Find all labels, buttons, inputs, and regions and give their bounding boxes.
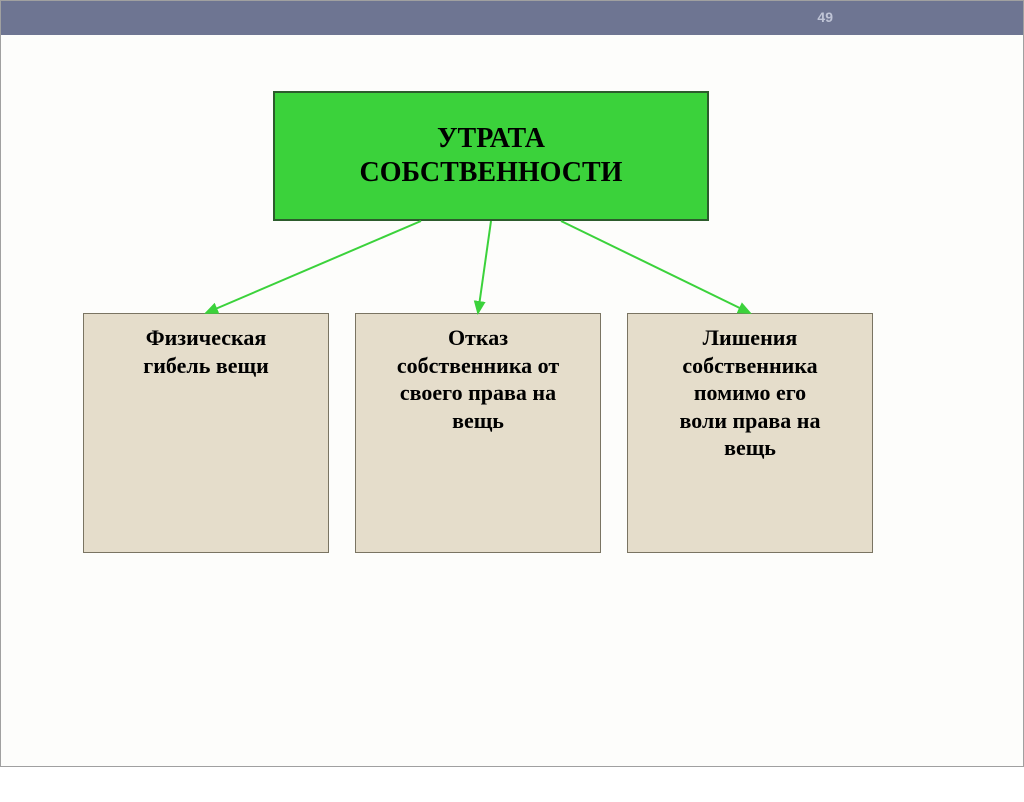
arrow-3 xyxy=(561,221,750,313)
arrow-2 xyxy=(478,221,491,313)
child-node-2: Отказ собственника от своего права на ве… xyxy=(355,313,601,553)
child-node-1: Физическая гибель вещи xyxy=(83,313,329,553)
root-node: УТРАТА СОБСТВЕННОСТИ xyxy=(273,91,709,221)
header-bar xyxy=(1,1,1023,35)
child-node-3: Лишения собственника помимо его воли пра… xyxy=(627,313,873,553)
slide-content: УТРАТА СОБСТВЕННОСТИ Физическая гибель в… xyxy=(1,35,1023,766)
arrow-1 xyxy=(206,221,421,313)
page-number: 49 xyxy=(817,9,833,25)
